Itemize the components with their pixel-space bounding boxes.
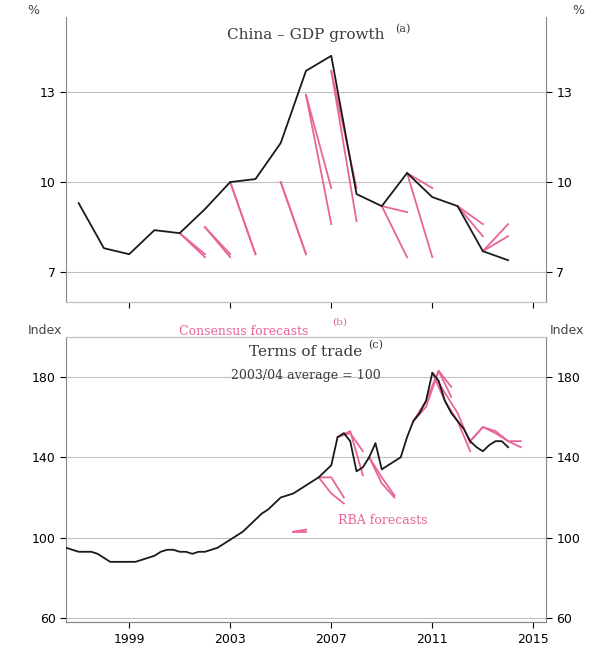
- Text: Index: Index: [550, 324, 584, 337]
- Text: 2003/04 average = 100: 2003/04 average = 100: [231, 369, 381, 383]
- Text: Consensus forecasts: Consensus forecasts: [179, 325, 308, 338]
- Text: RBA forecasts: RBA forecasts: [338, 514, 428, 527]
- Text: (b): (b): [332, 318, 347, 327]
- Text: Index: Index: [28, 324, 62, 337]
- Text: %: %: [28, 4, 40, 17]
- Text: (c): (c): [368, 339, 383, 350]
- Text: (a): (a): [395, 24, 410, 34]
- Text: %: %: [572, 4, 584, 17]
- Text: China – GDP growth: China – GDP growth: [227, 28, 385, 42]
- Text: Terms of trade: Terms of trade: [250, 345, 362, 359]
